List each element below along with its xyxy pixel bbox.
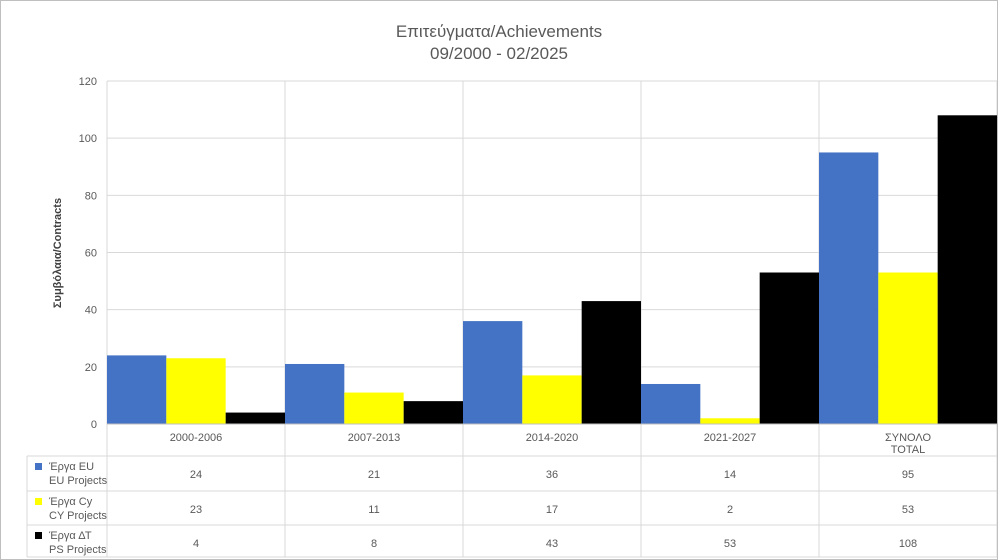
bar-1-1 xyxy=(344,392,404,424)
legend-swatch-2 xyxy=(35,532,42,539)
table-cell-value: 4 xyxy=(193,538,199,550)
category-label: 2021-2027 xyxy=(704,432,757,444)
y-tick-label: 20 xyxy=(85,362,97,374)
table-cell-value: 36 xyxy=(546,469,558,481)
table-cell-value: 43 xyxy=(546,538,558,550)
table-cell-value: 95 xyxy=(902,469,914,481)
table-cell-value: 53 xyxy=(724,538,736,550)
table-cell-value: 14 xyxy=(724,469,736,481)
bar-2-1 xyxy=(403,401,463,424)
chart-title-line: 09/2000 - 02/2025 xyxy=(430,44,568,63)
table-cell-value: 53 xyxy=(902,504,914,516)
category-label: TOTAL xyxy=(891,444,925,456)
legend-label-line: CY Projects xyxy=(49,510,107,522)
y-axis-label: Συμβόλαια/Contracts xyxy=(52,198,64,308)
bar-1-0 xyxy=(166,358,226,424)
category-label: 2000-2006 xyxy=(170,432,223,444)
bar-2-4 xyxy=(937,115,997,425)
table-cell-value: 11 xyxy=(368,504,379,516)
y-tick-label: 120 xyxy=(79,76,97,88)
y-tick-label: 100 xyxy=(79,133,97,145)
bar-2-2 xyxy=(581,301,641,424)
bar-0-3 xyxy=(641,383,701,424)
bar-0-0 xyxy=(107,355,167,424)
table-cell-value: 8 xyxy=(371,538,377,550)
bar-1-3 xyxy=(700,418,760,424)
legend-label-line: Έργα ΔΤ xyxy=(48,530,92,542)
category-label: 2007-2013 xyxy=(348,432,401,444)
y-tick-label: 80 xyxy=(85,190,97,202)
legend-swatch-0 xyxy=(35,463,42,470)
table-cell-value: 17 xyxy=(546,504,558,516)
bar-0-1 xyxy=(285,363,345,424)
bar-2-3 xyxy=(759,272,819,424)
table-cell-value: 108 xyxy=(899,538,917,550)
table-cell-value: 24 xyxy=(190,469,202,481)
legend-label-line: PS Projects xyxy=(49,544,107,556)
category-label: 2014-2020 xyxy=(526,432,579,444)
y-tick-label: 40 xyxy=(85,305,97,317)
bar-1-4 xyxy=(878,272,938,424)
bar-1-2 xyxy=(522,375,582,424)
category-label: ΣΥΝΟΛΟ xyxy=(885,432,932,444)
bar-0-2 xyxy=(463,321,523,424)
bar-0-4 xyxy=(819,152,879,425)
legend-label-line: Έργα EU xyxy=(48,461,94,473)
legend-swatch-1 xyxy=(35,498,42,505)
table-cell-value: 2 xyxy=(727,504,733,516)
legend-label-line: EU Projects xyxy=(49,475,108,487)
chart-title-line: Επιτεύγματα/Achievements xyxy=(396,22,602,41)
legend-label-line: Έργα Cy xyxy=(48,496,93,508)
y-tick-label: 60 xyxy=(85,248,97,260)
y-tick-label: 0 xyxy=(91,419,97,431)
table-cell-value: 21 xyxy=(368,469,380,481)
bar-2-0 xyxy=(225,412,285,424)
table-cell-value: 23 xyxy=(190,504,202,516)
